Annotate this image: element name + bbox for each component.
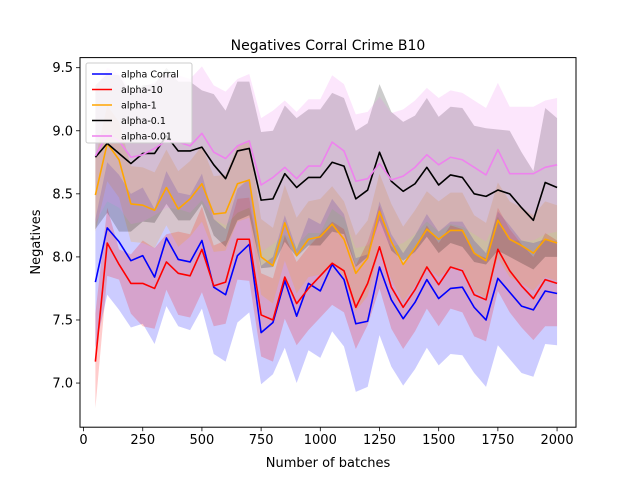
x-axis: 0 250 500 750 1000 1250 1500 1750 2000 <box>79 427 574 448</box>
series-lines <box>94 132 558 362</box>
line-alpha-10 <box>94 238 558 362</box>
x-tick-label: 500 <box>190 433 215 448</box>
x-tick-label: 0 <box>79 433 87 448</box>
x-tick-label: 1500 <box>422 433 455 448</box>
x-tick-label: 250 <box>130 433 155 448</box>
x-tick-label: 1000 <box>304 433 337 448</box>
band-alpha-10 <box>95 197 558 409</box>
line-alpha-corral <box>94 227 558 334</box>
legend-label-alpha-corral: alpha Corral <box>121 70 179 81</box>
x-tick-label: 750 <box>249 433 274 448</box>
x-tick-label: 2000 <box>541 433 574 448</box>
x-tick-label: 1750 <box>481 433 514 448</box>
plot-frame <box>79 57 577 428</box>
y-tick-label: 8.5 <box>52 187 73 202</box>
legend-label-alpha-0-01: alpha-0.01 <box>121 132 172 143</box>
y-axis: 7.0 7.5 8.0 8.5 9.0 9.5 <box>52 61 80 392</box>
legend-box <box>85 62 193 144</box>
y-tick-label: 9.5 <box>52 61 73 76</box>
x-tick-label: 1250 <box>363 433 396 448</box>
y-tick-label: 9.0 <box>52 124 73 139</box>
band-alpha-1 <box>95 105 558 312</box>
chart-title: Negatives Corral Crime B10 <box>231 38 426 54</box>
y-tick-label: 8.0 <box>52 250 73 265</box>
legend-label-alpha-1: alpha-1 <box>121 101 157 112</box>
y-tick-label: 7.0 <box>52 377 73 392</box>
legend-label-alpha-0-1: alpha-0.1 <box>121 116 166 127</box>
y-axis-label: Negatives <box>29 209 44 274</box>
line-alpha-1 <box>94 142 558 275</box>
y-tick-label: 7.5 <box>52 313 73 328</box>
legend: alpha Corral alpha-10 alpha-1 alpha-0.1 alph… <box>85 62 193 144</box>
legend-label-alpha-10: alpha-10 <box>121 85 163 96</box>
x-axis-label: Number of batches <box>266 456 391 471</box>
